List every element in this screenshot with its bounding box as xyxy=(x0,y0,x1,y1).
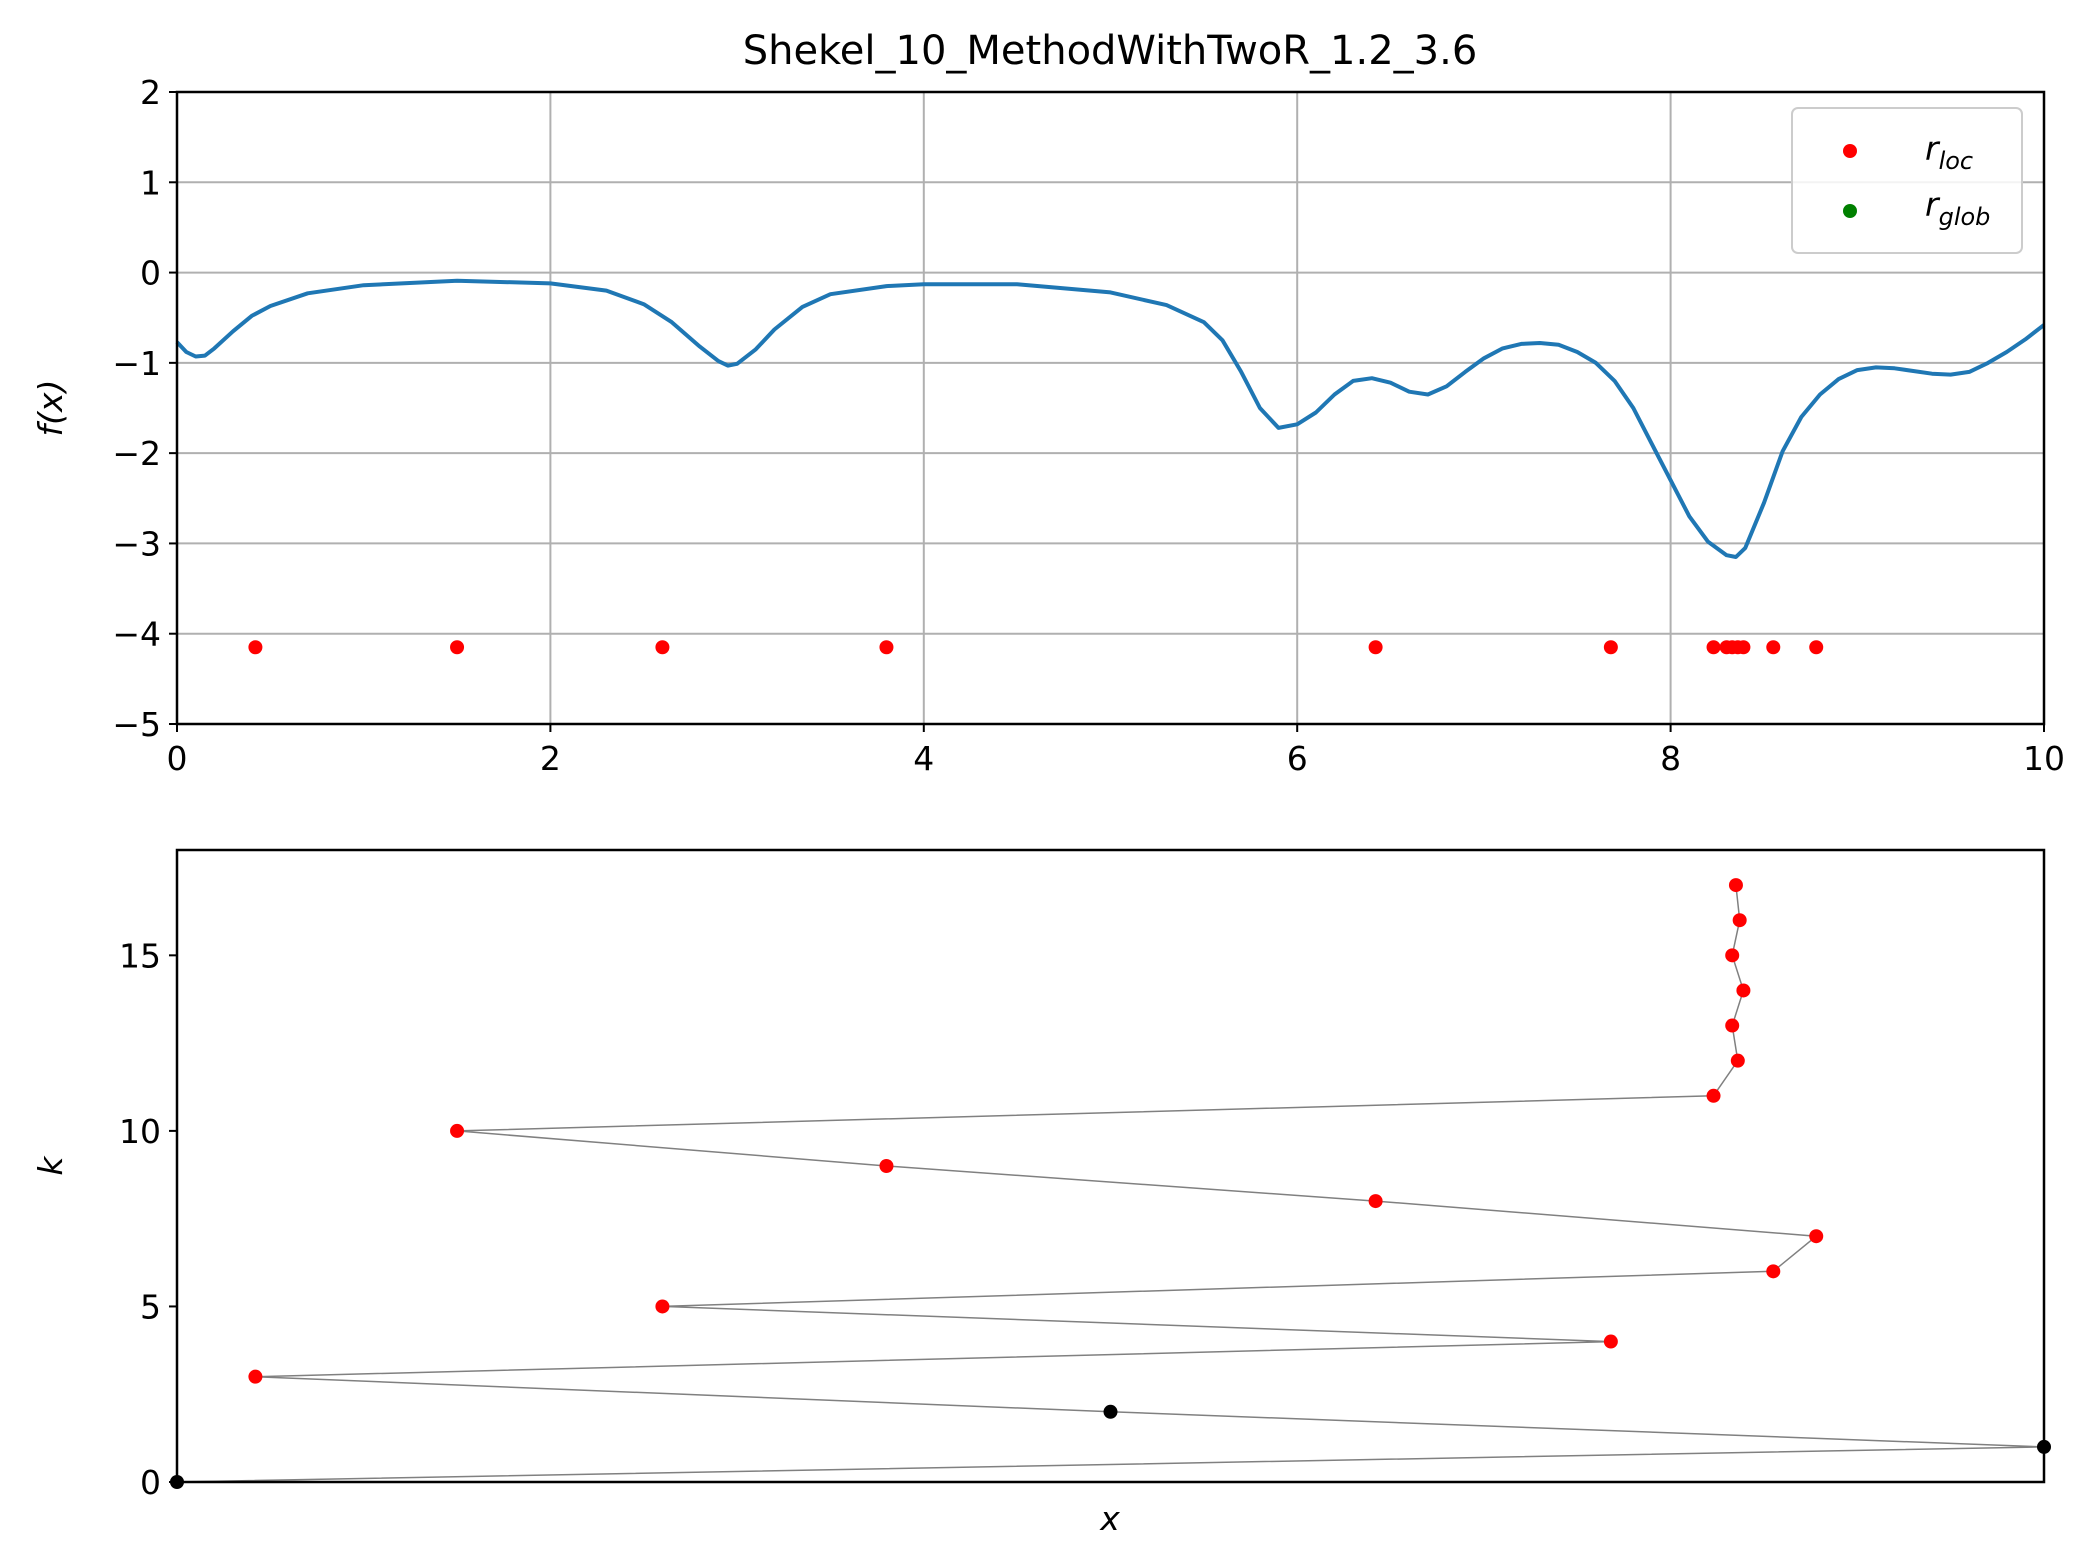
y-tick-label: 0 xyxy=(140,254,161,293)
top-plot-frame xyxy=(175,90,2046,726)
y-tick-label: 1 xyxy=(140,163,161,202)
y-tick-label: −1 xyxy=(112,344,161,383)
trial-point xyxy=(1725,1018,1740,1033)
rloc-point xyxy=(248,640,263,655)
bottom-y-axis-label: k xyxy=(31,1155,70,1176)
trajectory-line xyxy=(176,885,2045,1483)
bottom-chart: 0 5 10 15 k x xyxy=(31,848,2051,1538)
rloc-point xyxy=(1736,640,1751,655)
y-tick-label: 5 xyxy=(140,1287,161,1326)
x-tick-label: 8 xyxy=(1660,739,1681,778)
trial-point xyxy=(1728,878,1743,893)
top-points xyxy=(248,640,1824,655)
legend-label-rglob-base: r xyxy=(1925,185,1941,224)
rloc-point xyxy=(1766,640,1781,655)
y-tick-label: 10 xyxy=(119,1112,161,1151)
bottom-points xyxy=(170,878,2051,1489)
legend-label-rloc: rloc xyxy=(1925,129,1973,175)
bottom-plot-frame xyxy=(175,848,2046,1484)
y-tick-label: 15 xyxy=(119,936,161,975)
rloc-point xyxy=(1809,640,1824,655)
y-tick-label: −3 xyxy=(112,524,161,563)
top-chart: Shekel_10_MethodWithTwoR_1.2_3.6 0 2 4 6 8 10… xyxy=(31,28,2065,778)
rloc-point xyxy=(1603,640,1618,655)
y-tick-label: −5 xyxy=(112,705,161,744)
legend-label-rloc-base: r xyxy=(1925,129,1941,168)
legend-label-rloc-sub: loc xyxy=(1939,147,1974,175)
trial-point xyxy=(1730,1053,1745,1068)
y-tick-label: 0 xyxy=(140,1463,161,1502)
x-tick-label: 2 xyxy=(540,739,561,778)
y-tick-label: −4 xyxy=(112,615,161,654)
trial-point xyxy=(1809,1229,1824,1244)
legend-box xyxy=(1791,107,2023,254)
rloc-point xyxy=(1368,640,1383,655)
rloc-point xyxy=(879,640,894,655)
legend: rloc rglob xyxy=(1791,107,2023,254)
y-tick-label: 2 xyxy=(140,73,161,112)
trial-point xyxy=(1603,1334,1618,1349)
legend-marker-rloc xyxy=(1843,144,1857,158)
rloc-point xyxy=(450,640,465,655)
rloc-point xyxy=(1706,640,1721,655)
trial-point xyxy=(655,1299,670,1314)
x-tick-label: 6 xyxy=(1287,739,1308,778)
trial-point xyxy=(1725,948,1740,963)
x-tick-label: 10 xyxy=(2023,739,2065,778)
legend-marker-rglob xyxy=(1843,204,1857,218)
trial-point xyxy=(1732,913,1747,928)
trial-point xyxy=(248,1369,263,1384)
y-tick-label: −2 xyxy=(112,434,161,473)
trial-point xyxy=(1736,983,1751,998)
trial-point xyxy=(1368,1194,1383,1209)
trial-point xyxy=(1706,1088,1721,1103)
legend-label-rglob-sub: glob xyxy=(1939,203,1991,231)
top-y-axis-label: f(x) xyxy=(31,380,70,437)
chart-title: Shekel_10_MethodWithTwoR_1.2_3.6 xyxy=(743,28,1478,74)
x-tick-label: 0 xyxy=(167,739,188,778)
trial-point xyxy=(1766,1264,1781,1279)
top-grid xyxy=(176,91,2045,725)
rloc-point xyxy=(655,640,670,655)
bottom-ticks: 0 5 10 15 xyxy=(119,936,177,1502)
top-curve xyxy=(175,278,2046,559)
trial-point xyxy=(1103,1404,1118,1419)
bottom-trajectory xyxy=(176,885,2045,1483)
x-tick-label: 4 xyxy=(913,739,934,778)
trial-point xyxy=(879,1159,894,1173)
bottom-x-axis-label: x xyxy=(1099,1499,1120,1538)
trial-point xyxy=(450,1123,465,1138)
function-curve xyxy=(175,278,2046,559)
legend-label-rglob: rglob xyxy=(1925,185,1990,231)
